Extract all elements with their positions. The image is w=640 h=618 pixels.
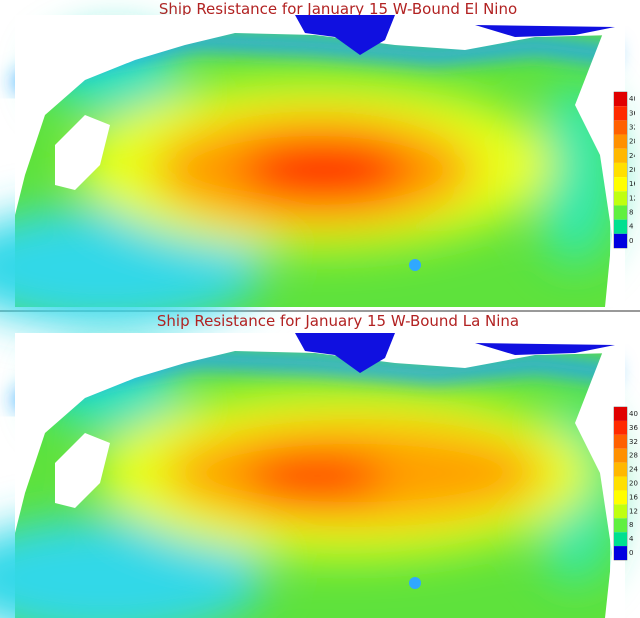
ice (475, 343, 615, 355)
map-title: Ship Resistance for January 15 W-Bound E… (159, 0, 517, 18)
colorbar-label: 40 (629, 95, 638, 103)
field (0, 353, 615, 618)
colorbar-label: 12 (629, 194, 638, 202)
colorbar-cell (614, 106, 627, 121)
land (575, 15, 625, 307)
island (409, 259, 421, 271)
colorbar-cell (614, 191, 627, 206)
colorbar-cell (614, 462, 627, 477)
colorbar-cell (614, 546, 627, 560)
colorbar-label: 20 (629, 166, 638, 174)
heatmap (0, 15, 625, 327)
colorbar-label: 32 (629, 123, 638, 131)
colorbar-cell (614, 490, 627, 505)
colorbar-label: 8 (629, 209, 633, 217)
map-title: Ship Resistance for January 15 W-Bound L… (157, 312, 519, 330)
colorbar-label: 36 (629, 424, 638, 432)
colorbar-cell (614, 162, 627, 178)
ice (475, 25, 615, 37)
colorbar-cell (614, 233, 627, 248)
colorbar-label: 24 (629, 152, 638, 160)
ice (295, 15, 395, 55)
colorbar-label: 28 (629, 452, 638, 460)
colorbar-label: 16 (629, 180, 638, 188)
colorbar-label: 24 (629, 466, 638, 474)
colorbar-cell (614, 134, 627, 149)
colorbar-cell (614, 532, 627, 547)
colorbar-cell (614, 177, 627, 192)
colorbar-cell (614, 434, 627, 449)
colorbar-label: 4 (629, 535, 634, 543)
colorbar-cell (614, 407, 627, 421)
colorbar-label: 40 (629, 410, 638, 418)
colorbar-label: 28 (629, 138, 638, 146)
heatmap (0, 333, 625, 618)
ice (295, 333, 395, 373)
land (55, 115, 110, 190)
land (55, 433, 110, 508)
land (575, 333, 625, 618)
colorbar-label: 8 (629, 521, 633, 529)
colorbar-label: 32 (629, 438, 638, 446)
colorbar-cell (614, 420, 627, 435)
colorbar-label: 12 (629, 507, 638, 515)
colorbar-cell (614, 205, 627, 220)
colorbar-label: 36 (629, 109, 638, 117)
island (409, 577, 421, 589)
colorbar-label: 0 (629, 237, 633, 245)
hot-zone (245, 453, 385, 503)
colorbar-cell (614, 448, 627, 463)
colorbar-label: 20 (629, 480, 638, 488)
colorbar-cell (614, 92, 627, 107)
colorbar-cell (614, 120, 627, 135)
colorbar-cell (614, 518, 627, 533)
colorbar-cell (614, 476, 627, 491)
colorbar-cell (614, 504, 627, 519)
colorbar-cell (614, 219, 627, 234)
colorbar-label: 0 (629, 549, 633, 557)
colorbar-label: 16 (629, 493, 638, 501)
cool-zone (0, 518, 265, 618)
hot-zone (240, 140, 410, 200)
colorbar-label: 4 (629, 223, 634, 231)
colorbar-cell (614, 148, 627, 163)
field (0, 35, 615, 327)
